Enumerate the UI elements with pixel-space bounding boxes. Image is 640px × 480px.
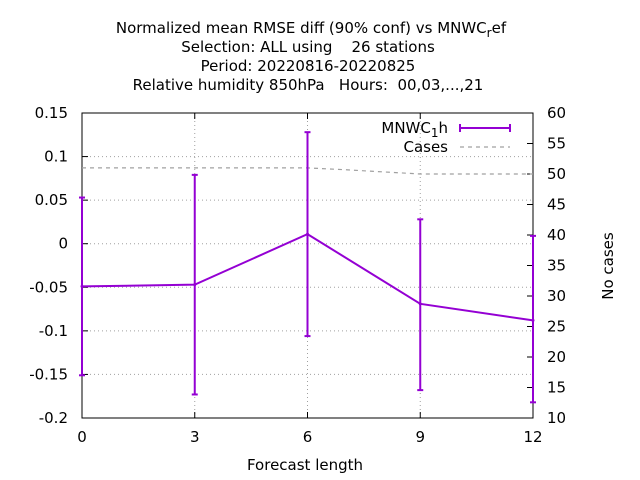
x-tick-label: 12 (523, 428, 542, 446)
legend-label-mnwc-subscript: 1 (431, 126, 439, 140)
y-tick-labels: 0.15 0.1 0.05 0 -0.05 -0.1 -0.15 -0.2 (29, 104, 68, 427)
y2-tick-label: 50 (547, 165, 566, 183)
chart-title-line-1-main: Normalized mean RMSE diff (90% conf) vs … (116, 19, 487, 37)
y2-tick-label: 15 (547, 379, 566, 397)
y-tick-label: 0 (58, 235, 68, 253)
chart-title-line-3: Period: 20220816-20220825 (201, 57, 416, 75)
legend: MNWC1h Cases (381, 119, 511, 156)
y2-tick-label: 45 (547, 196, 566, 214)
x-tick-label: 6 (303, 428, 313, 446)
y-tick-label: 0.1 (44, 148, 68, 166)
y-tick-label: -0.2 (39, 409, 68, 427)
y2-tick-label: 10 (547, 409, 566, 427)
chart-title-line-1-suffix: ef (492, 19, 507, 37)
data-point (80, 284, 84, 288)
y-tick-label: 0.05 (35, 191, 68, 209)
y-tick-label: -0.1 (39, 322, 68, 340)
y-tick-label: -0.15 (29, 365, 68, 383)
y2-tick-label: 55 (547, 135, 566, 153)
x-tick-label: 3 (190, 428, 200, 446)
y-tick-label: 0.15 (35, 104, 68, 122)
chart-title-line-1: Normalized mean RMSE diff (90% conf) vs … (116, 19, 507, 40)
x-tick-label: 9 (415, 428, 425, 446)
chart-title-line-1-subscript: r (487, 26, 492, 40)
y2-tick-label: 25 (547, 318, 566, 336)
y2-tick-label: 40 (547, 226, 566, 244)
legend-label-mnwc-1h: MNWC1h (381, 119, 448, 140)
y2-axis-label: No cases (599, 232, 617, 300)
y2-tick-label: 20 (547, 348, 566, 366)
y2-tick-label: 30 (547, 287, 566, 305)
chart-title: Normalized mean RMSE diff (90% conf) vs … (116, 19, 507, 94)
y2-tick-labels: 60 55 50 45 40 35 30 25 20 15 10 (547, 104, 566, 427)
data-point (418, 302, 422, 306)
x-axis-label: Forecast length (247, 456, 363, 474)
legend-label-mnwc-main: MNWC (381, 119, 430, 137)
data-point (193, 283, 197, 287)
chart-title-line-2: Selection: ALL using 26 stations (181, 38, 435, 56)
data-point (531, 318, 535, 322)
y2-tick-label: 35 (547, 257, 566, 275)
legend-label-mnwc-suffix: h (438, 119, 448, 137)
series-mnwc-1h (79, 131, 536, 404)
data-point (306, 232, 309, 236)
chart-title-line-4: Relative humidity 850hPa Hours: 00,03,..… (133, 76, 484, 94)
legend-label-cases: Cases (403, 138, 448, 156)
x-tick-label: 0 (77, 428, 87, 446)
x-tick-labels: 0 3 6 9 12 (77, 428, 542, 446)
y2-tick-label: 60 (547, 104, 566, 122)
y-tick-label: -0.05 (29, 278, 68, 296)
legend-sample-mnwc-1h (459, 124, 511, 132)
